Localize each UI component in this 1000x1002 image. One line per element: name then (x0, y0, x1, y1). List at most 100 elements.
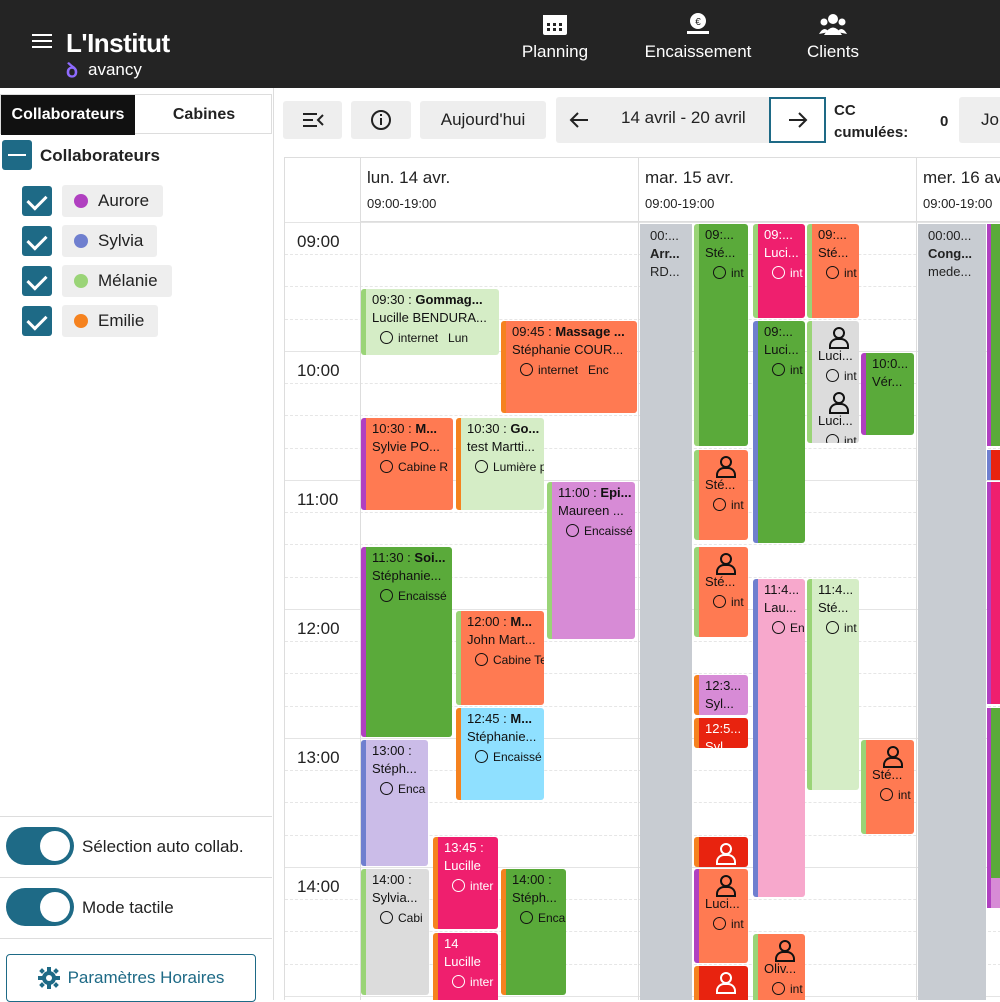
appointment-title: 13:00 : (372, 742, 428, 760)
closed-detail: mede... (928, 264, 972, 279)
appointment-client: Sté... (818, 245, 849, 260)
dollar-coin-icon (520, 911, 533, 924)
appointment-title: 14:00 : (512, 871, 566, 889)
week-navigator: 14 avril - 20 avril (556, 97, 826, 143)
appointment-card[interactable]: 12:45 : M... Stéphanie... Encaissé (456, 708, 544, 800)
appointment-card[interactable]: 11:4... Sté... int (807, 579, 859, 790)
appointment-card[interactable]: Luci... int (694, 869, 748, 963)
appointment-fragment[interactable] (987, 224, 1000, 446)
appointment-card[interactable]: 12:3... Syl... (694, 675, 748, 715)
appointment-card[interactable]: 09:... Sté... int (807, 224, 859, 318)
appointment-fragment[interactable] (987, 878, 1000, 908)
auto-select-toggle[interactable] (6, 827, 74, 865)
appointment-card[interactable] (694, 966, 748, 1000)
appointment-fragment[interactable] (987, 450, 1000, 480)
tab-collaborateurs[interactable]: Collaborateurs (1, 95, 135, 135)
collaborator-chip[interactable]: Mélanie (62, 265, 172, 297)
appointment-card[interactable]: Luci... int (807, 386, 859, 443)
globe-icon (452, 975, 465, 988)
week-label: 14 avril - 20 avril (621, 108, 746, 127)
globe-icon (772, 982, 785, 995)
today-button[interactable]: Aujourd'hui (420, 101, 546, 139)
time-label: 14:00 (297, 877, 340, 896)
collaborator-checkbox[interactable] (22, 226, 52, 256)
appointment-card[interactable]: 09:... Luci... int (753, 224, 805, 318)
appointment-card[interactable]: 09:... Sté... int (694, 224, 748, 446)
tag-text: Cabi (398, 911, 423, 925)
globe-icon (880, 788, 893, 801)
appointment-card[interactable]: 10:30 : Go... test Martti... Lumière p (456, 418, 544, 510)
appointment-card[interactable]: Sté... int (694, 450, 748, 540)
appointment-time: 10:0... (872, 356, 909, 371)
nav-clients[interactable]: Clients (800, 12, 866, 62)
appointment-card[interactable]: Sté... int (694, 547, 748, 637)
appointment-fragment[interactable] (987, 482, 1000, 704)
globe-icon (772, 363, 785, 376)
appointment-card[interactable]: 12:5... Syl (694, 718, 748, 748)
appointment-client: Lucille (444, 954, 481, 969)
closed-block[interactable]: 00:... Arr... RD... (640, 224, 692, 1000)
info-button[interactable] (351, 101, 411, 139)
appointment-tag: int (705, 593, 748, 611)
collaborator-checkbox[interactable] (22, 186, 52, 216)
appointment-title: 09:... (818, 226, 859, 244)
appointment-client: John Mart... (467, 632, 536, 647)
appointment-card[interactable]: 11:30 : Soi... Stéphanie... Encaissé (361, 547, 452, 737)
appointment-time: 11:00 : (558, 485, 601, 500)
cc-label-line1: CC (834, 102, 856, 119)
appointment-service: Massage ... (555, 324, 625, 339)
appointment-card[interactable]: 11:00 : Epi... Maureen ... Encaissé (547, 482, 635, 639)
menu-icon[interactable] (32, 34, 52, 50)
appointment-client: Stéph... (372, 761, 417, 776)
day-name: lun. 14 avr. (367, 168, 451, 187)
next-week-button[interactable] (769, 97, 826, 143)
closed-block[interactable]: 00:00... Cong... mede... (918, 224, 986, 1000)
appointment-card[interactable]: Sté... int (861, 740, 914, 834)
touch-mode-toggle[interactable] (6, 888, 74, 926)
arrow-left-icon[interactable] (568, 109, 590, 131)
appointment-card[interactable]: 11:4... Lau... En (753, 579, 805, 897)
collapse-sidebar-button[interactable] (283, 101, 342, 139)
appointment-title: 09:45 : Massage ... (512, 323, 637, 341)
nav-encaissement[interactable]: € Encaissement (638, 12, 758, 62)
appointment-title: 09:30 : Gommag... (372, 291, 499, 309)
params-horaires-button[interactable]: Paramètres Horaires (6, 954, 256, 1002)
collaborator-chip[interactable]: Sylvia (62, 225, 158, 257)
appointment-card[interactable]: 10:0... Vér... (861, 353, 914, 435)
appointment-card[interactable]: 13:00 : Stéph... Enca (361, 740, 428, 866)
nav-label: Planning (521, 42, 589, 61)
appointment-card[interactable]: 10:30 : M... Sylvie PO... Cabine R (361, 418, 453, 510)
jour-button[interactable]: Jo (959, 97, 1000, 143)
appointment-fragment[interactable] (987, 708, 1000, 908)
nav-planning[interactable]: Planning (515, 12, 595, 62)
appointment-client: Sylvia... (372, 890, 418, 905)
collaborator-checkbox[interactable] (22, 266, 52, 296)
collaborator-chip[interactable]: Aurore (62, 185, 164, 217)
appointment-card[interactable]: 14:00 : Stéph... Enca (501, 869, 566, 995)
appointment-card[interactable]: Oliv... int (753, 934, 805, 1000)
appointment-card[interactable]: 12:00 : M... John Mart... Cabine Te (456, 611, 544, 705)
person-icon (715, 843, 736, 865)
appointment-time: 09:45 : (512, 324, 556, 339)
appointment-title: 10:0... (872, 355, 914, 373)
appointment-card[interactable]: 09:... Luci... int (753, 321, 805, 543)
color-dot-icon (74, 314, 88, 328)
appointment-time: 14:00 : (372, 872, 412, 887)
appointment-card[interactable]: 13:45 : Lucille inter (433, 837, 498, 929)
appointment-title: 11:00 : Epi... (558, 484, 635, 502)
tab-cabines[interactable]: Cabines (172, 106, 236, 123)
appointment-card[interactable] (694, 837, 748, 867)
tag-text: Enca (398, 782, 426, 796)
appointment-card[interactable]: 09:30 : Gommag... Lucille BENDURA... inter… (361, 289, 499, 355)
appointment-card[interactable]: 14:00 : Sylvia... Cabi (361, 869, 429, 995)
collaborator-name: Aurore (98, 191, 150, 210)
appointment-time: 12:3... (705, 678, 742, 693)
tag-text: internet (398, 331, 439, 345)
appointment-client: Oliv... (764, 961, 797, 976)
appointment-card[interactable]: 14 Lucille inter (433, 933, 498, 1000)
group-toggle-checkbox[interactable] (2, 140, 32, 170)
collaborator-chip[interactable]: Emilie (62, 305, 159, 337)
person-icon (715, 875, 736, 897)
collaborator-checkbox[interactable] (22, 306, 52, 336)
appointment-card[interactable]: 09:45 : Massage ... Stéphanie COUR... inte… (501, 321, 637, 413)
